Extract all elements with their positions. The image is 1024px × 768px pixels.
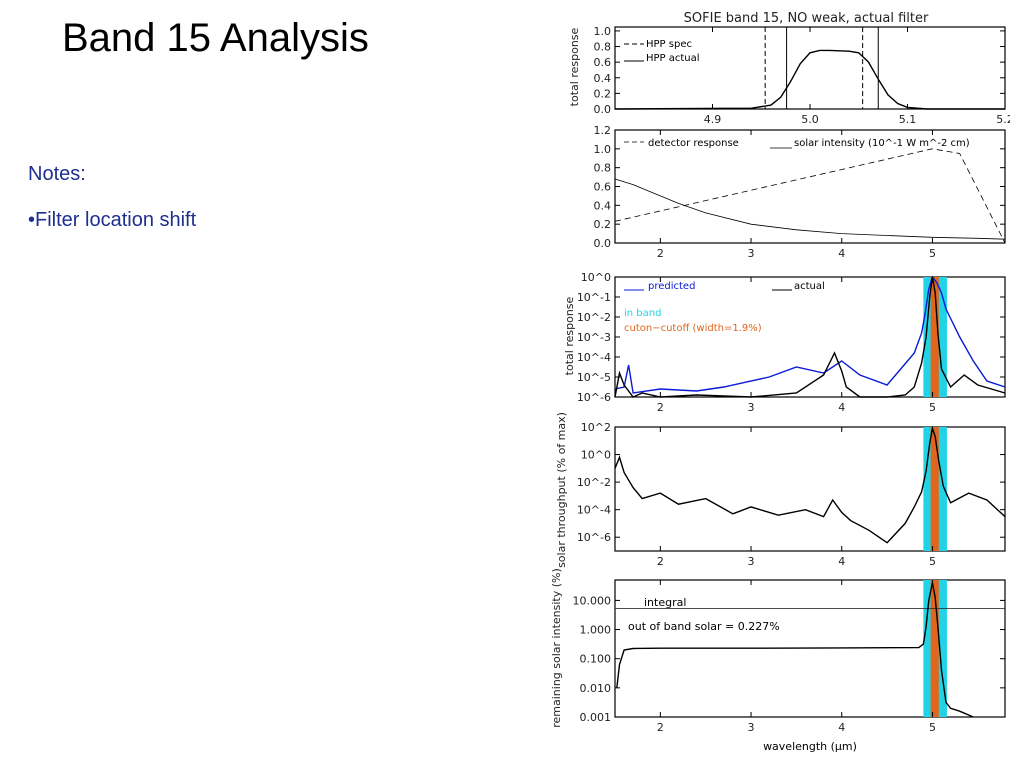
- y-tick-label: 10.000: [573, 594, 612, 607]
- panel-1-title: SOFIE band 15, NO weak, actual filter: [684, 11, 929, 26]
- y-tick-label: 0.0: [594, 103, 612, 116]
- y-tick-label: 1.0: [594, 25, 612, 38]
- panel-5-marks: 2 3 4 5 10.000 1.000 0.100 0.010 0.001: [573, 580, 1005, 734]
- y-tick-label: 0.4: [594, 72, 612, 85]
- y-tick-label: 10^0: [581, 271, 611, 284]
- panel-2-detector-solar: 2 3 4 5 0.0 0.2 0.4 0.6 0.8 1.0 1.2 detector respo…: [594, 124, 1006, 260]
- panel-1-filter-response: SOFIE band 15, NO weak, actual filter to…: [568, 11, 1010, 126]
- slide-title: Band 15 Analysis: [62, 16, 369, 60]
- panel-5-remaining-solar: remaining solar intensity (%) 2 3 4 5 10.000…: [550, 568, 1006, 753]
- x-tick-label: 2: [657, 401, 664, 414]
- series-predicted: [614, 275, 1006, 394]
- panel-5-xlabel: wavelength (μm): [763, 740, 857, 753]
- x-tick-label: 5: [929, 555, 936, 568]
- sofie-band15-figure: SOFIE band 15, NO weak, actual filter to…: [550, 11, 1010, 753]
- series-hpp-actual: [614, 49, 1005, 110]
- y-tick-label: 1.2: [594, 124, 612, 137]
- x-tick-label: 3: [748, 721, 755, 734]
- legend-actual-label-3: actual: [794, 281, 825, 292]
- y-tick-label: 1.000: [580, 624, 612, 637]
- panel-3-marks: 2 3 4 5 10^0 10^-1 10^-2 10^-3 10^-4 10^-5 10^-6: [577, 271, 1006, 414]
- x-tick-label: 5: [929, 721, 936, 734]
- y-tick-label: 0.2: [594, 87, 612, 100]
- y-tick-label: 10^-1: [577, 291, 611, 304]
- legend-actual-label: HPP actual: [646, 53, 700, 64]
- panel-4-marks: 2 3 4 5 10^2 10^0 10^-2 10^-4 10^-6: [577, 421, 1006, 568]
- y-tick-label: 0.8: [594, 41, 612, 54]
- y-tick-label: 10^-2: [577, 311, 611, 324]
- x-tick-label: 2: [657, 247, 664, 260]
- x-tick-label: 2: [657, 555, 664, 568]
- x-tick-label: 4.9: [704, 113, 722, 126]
- y-tick-label: 1.0: [594, 143, 612, 156]
- notes-bullet-filter-location: •Filter location shift: [28, 209, 197, 231]
- in-band-label: in band: [624, 308, 661, 319]
- panel-1-marks: 4.9 5.0 5.1 5.2 0.0 0.2 0.4 0.6 0.8 1.0: [594, 25, 1011, 126]
- panel-2-marks: 2 3 4 5 0.0 0.2 0.4 0.6 0.8 1.0 1.2: [594, 124, 1006, 260]
- y-tick-label: 0.010: [580, 682, 612, 695]
- series-actual: [616, 582, 974, 718]
- y-tick-label: 10^-4: [577, 351, 611, 364]
- legend-spec-label: HPP spec: [646, 39, 692, 50]
- y-tick-label: 0.6: [594, 181, 612, 194]
- series-actual: [614, 276, 1006, 398]
- legend-predicted-label: predicted: [648, 281, 695, 292]
- y-tick-label: 0.4: [594, 199, 612, 212]
- panel-5-frame: [614, 579, 1006, 718]
- y-tick-label: 0.0: [594, 237, 612, 250]
- x-tick-label: 5.2: [996, 113, 1010, 126]
- y-tick-label: 0.6: [594, 56, 612, 69]
- panel-3-total-response-log: total response 2 3 4 5 10^0 10^-1 10^-2 10^-3 10…: [563, 271, 1006, 414]
- x-tick-label: 4: [838, 247, 845, 260]
- y-tick-label: 10^0: [581, 449, 611, 462]
- panel-1-ylabel: total response: [568, 27, 581, 106]
- y-tick-label: 10^-5: [577, 371, 611, 384]
- x-tick-label: 4: [838, 721, 845, 734]
- legend-solar-label: solar intensity (10^-1 W m^-2 cm): [794, 138, 970, 149]
- cuton-cutoff-region: [930, 427, 939, 551]
- panel-5-ylabel: remaining solar intensity (%): [550, 568, 563, 728]
- panel-4-solar-throughput: solar throughput (% of max) 2 3 4 5 10^2 10^0…: [555, 412, 1006, 568]
- x-tick-label: 2: [657, 721, 664, 734]
- y-tick-label: 10^-3: [577, 331, 611, 344]
- x-tick-label: 3: [748, 401, 755, 414]
- panel-4-frame: [614, 426, 1006, 552]
- y-tick-label: 10^-6: [577, 391, 611, 404]
- y-tick-label: 10^2: [581, 421, 611, 434]
- panel-4-ylabel: solar throughput (% of max): [555, 412, 568, 568]
- integral-label: integral: [644, 596, 686, 609]
- x-tick-label: 3: [748, 247, 755, 260]
- y-tick-label: 0.2: [594, 218, 612, 231]
- panel-3-ylabel: total response: [563, 296, 576, 375]
- legend-detector-label: detector response: [648, 138, 739, 149]
- y-tick-label: 0.001: [580, 711, 612, 724]
- x-tick-label: 5: [929, 401, 936, 414]
- x-tick-label: 4: [838, 401, 845, 414]
- x-tick-label: 5: [929, 247, 936, 260]
- series-detector-response: [614, 148, 1006, 244]
- y-tick-label: 10^-2: [577, 476, 611, 489]
- x-tick-label: 5.0: [801, 113, 819, 126]
- y-tick-label: 10^-6: [577, 531, 611, 544]
- notes-heading: Notes:: [28, 163, 86, 185]
- series-solar-intensity: [614, 178, 1006, 240]
- series-actual: [614, 425, 1006, 544]
- y-tick-label: 0.8: [594, 162, 612, 175]
- cuton-cutoff-region: [930, 277, 939, 397]
- x-tick-label: 3: [748, 555, 755, 568]
- x-tick-label: 5.1: [899, 113, 917, 126]
- y-tick-label: 10^-4: [577, 504, 611, 517]
- x-tick-label: 4: [838, 555, 845, 568]
- cutoff-label: cuton−cutoff (width=1.9%): [624, 323, 762, 334]
- out-of-band-label: out of band solar = 0.227%: [628, 620, 780, 633]
- y-tick-label: 0.100: [580, 653, 612, 666]
- cuton-cutoff-region: [930, 580, 939, 717]
